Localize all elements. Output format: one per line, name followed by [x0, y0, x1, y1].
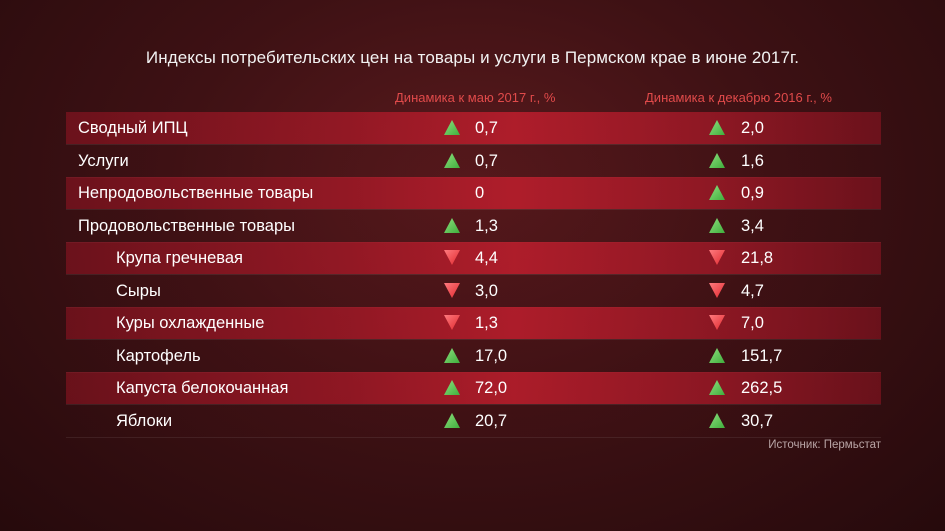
row-label: Картофель	[116, 346, 201, 365]
arrow-up-icon	[709, 380, 725, 395]
column-header-december: Динамика к декабрю 2016 г., %	[645, 90, 832, 105]
value-december: 4,7	[741, 281, 764, 300]
value-december: 7,0	[741, 314, 764, 332]
arrow-up-icon	[444, 380, 460, 395]
row-label: Яблоки	[116, 411, 173, 430]
arrow-up-icon	[444, 217, 460, 233]
arrow-down-icon	[709, 282, 725, 298]
value-may: 0	[475, 184, 485, 202]
arrow-up-icon	[709, 120, 725, 135]
arrow-down-icon	[444, 315, 460, 330]
row-label: Продовольственные товары	[78, 216, 296, 235]
value-december: 0,9	[741, 184, 764, 202]
may-indicator-none	[444, 185, 460, 200]
row-label: Капуста белокочанная	[116, 379, 289, 397]
table-row: Картофель 17,0 151,7	[66, 339, 881, 373]
row-label: Услуги	[78, 151, 129, 170]
value-december: 262,5	[741, 379, 783, 397]
table-row: Сыры 3,0 4,7	[66, 274, 881, 308]
table-row: Куры охлажденные 1,3 7,0	[66, 307, 881, 340]
table-row: Яблоки 20,7 30,7	[66, 404, 881, 438]
arrow-down-icon	[444, 282, 460, 298]
row-label: Непродовольственные товары	[78, 184, 314, 202]
value-may: 17,0	[475, 346, 508, 365]
value-may: 4,4	[475, 249, 498, 267]
chart-title: Индексы потребительских цен на товары и …	[145, 48, 800, 67]
column-header-may: Динамика к маю 2017 г., %	[395, 90, 556, 105]
table-row: Услуги 0,7 1,6	[66, 144, 881, 178]
arrow-up-icon	[709, 152, 725, 168]
table-row: Капуста белокочанная 72,0 262,5	[66, 372, 881, 405]
table-row: Продовольственные товары 1,3 3,4	[66, 209, 881, 243]
arrow-up-icon	[709, 217, 725, 233]
row-label: Куры охлажденные	[116, 314, 265, 332]
value-may: 3,0	[475, 281, 498, 300]
arrow-up-icon	[709, 185, 725, 200]
table-row: Крупа гречневая 4,4 21,8	[66, 242, 881, 275]
table-row: Сводный ИПЦ 0,7 2,0	[66, 112, 881, 145]
value-may: 72,0	[475, 379, 508, 397]
value-december: 151,7	[741, 346, 783, 365]
row-label: Сыры	[116, 281, 161, 300]
arrow-down-icon	[444, 250, 460, 265]
row-label: Крупа гречневая	[116, 249, 243, 267]
arrow-down-icon	[709, 250, 725, 265]
value-december: 1,6	[741, 151, 764, 170]
value-may: 1,3	[475, 314, 498, 332]
value-december: 21,8	[741, 249, 774, 267]
arrow-down-icon	[709, 315, 725, 330]
arrow-up-icon	[444, 412, 460, 428]
arrow-up-icon	[444, 152, 460, 168]
arrow-up-icon	[444, 347, 460, 363]
arrow-up-icon	[444, 120, 460, 135]
cpi-table: Сводный ИПЦ 0,7 2,0 Услуги 0,7 1,6 Непродоволь…	[66, 112, 881, 438]
value-may: 20,7	[475, 411, 508, 430]
value-december: 2,0	[741, 119, 764, 137]
source-note: Источник: Пермьстат	[768, 439, 881, 451]
value-may: 0,7	[475, 119, 498, 137]
table-row: Непродовольственные товары 0 0,9	[66, 177, 881, 210]
row-label: Сводный ИПЦ	[78, 119, 188, 137]
value-may: 1,3	[475, 216, 498, 235]
arrow-up-icon	[709, 412, 725, 428]
value-december: 3,4	[741, 216, 764, 235]
arrow-up-icon	[709, 347, 725, 363]
value-may: 0,7	[475, 151, 498, 170]
value-december: 30,7	[741, 411, 774, 430]
